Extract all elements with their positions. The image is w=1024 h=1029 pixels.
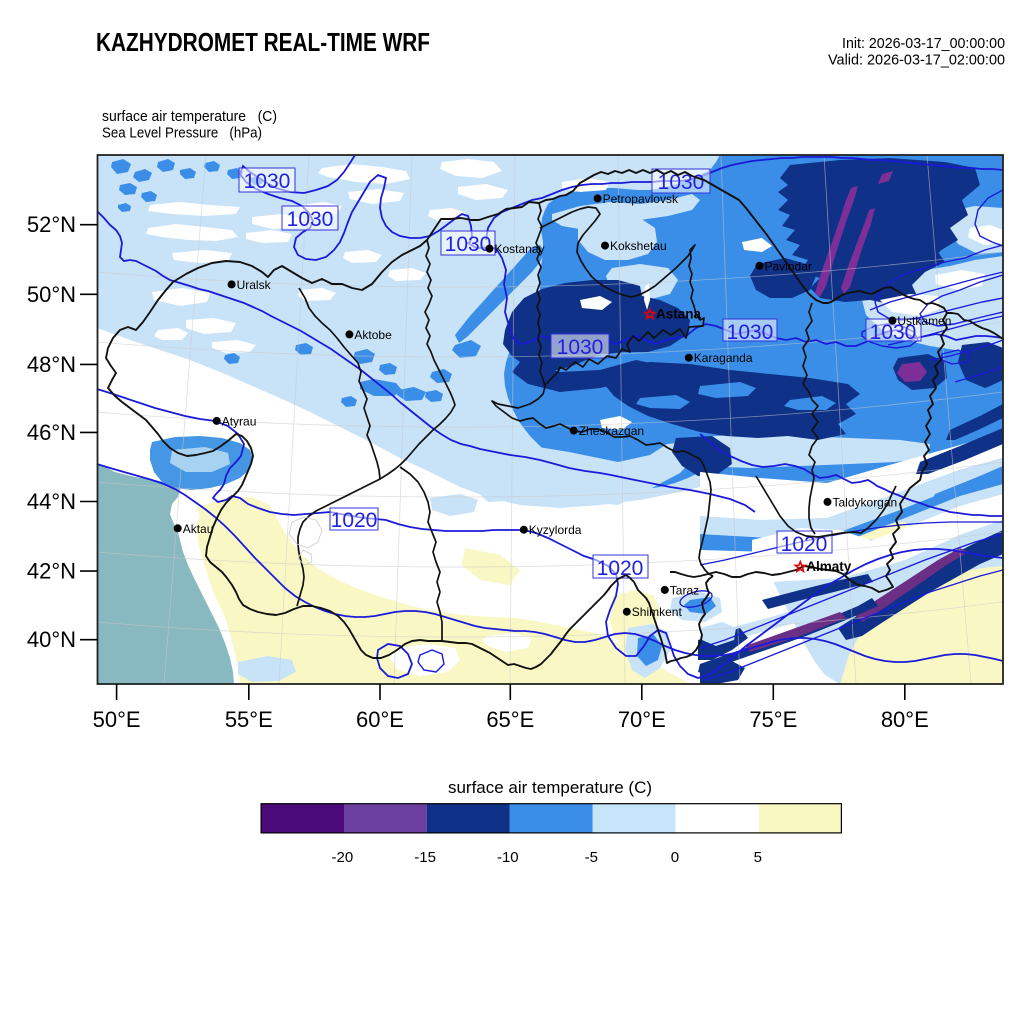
svg-text:-10: -10 [497, 849, 519, 866]
svg-text:50°N: 50°N [27, 282, 76, 307]
svg-text:surface air temperature (C): surface air temperature (C) [448, 778, 652, 797]
svg-text:1030: 1030 [287, 208, 334, 231]
svg-text:Taldykorgan: Taldykorgan [833, 495, 898, 509]
svg-text:Kostanay: Kostanay [495, 242, 545, 256]
svg-text:Aktau: Aktau [183, 522, 214, 536]
svg-text:1030: 1030 [870, 321, 917, 344]
svg-text:1030: 1030 [445, 233, 492, 256]
svg-text:Valid: 2026-03-17_02:00:00: Valid: 2026-03-17_02:00:00 [828, 52, 1005, 69]
svg-text:60°E: 60°E [356, 707, 404, 732]
svg-text:1020: 1020 [781, 533, 828, 556]
svg-text:48°N: 48°N [27, 352, 76, 377]
svg-text:1030: 1030 [557, 336, 604, 359]
svg-text:Taraz: Taraz [670, 583, 699, 597]
svg-text:50°E: 50°E [93, 707, 141, 732]
svg-text:Almaty: Almaty [806, 559, 852, 574]
svg-text:Kyzylorda: Kyzylorda [529, 523, 582, 537]
svg-text:-20: -20 [332, 849, 354, 866]
svg-text:0: 0 [671, 849, 679, 866]
svg-text:40°N: 40°N [27, 627, 76, 652]
svg-text:75°E: 75°E [749, 707, 797, 732]
svg-text:52°N: 52°N [27, 212, 76, 237]
svg-text:surface air temperature (C): surface air temperature (C) [102, 108, 277, 125]
svg-text:70°E: 70°E [618, 707, 666, 732]
svg-text:Ustkamen: Ustkamen [897, 314, 951, 328]
svg-text:Astana: Astana [656, 307, 702, 322]
svg-text:-5: -5 [585, 849, 598, 866]
svg-text:Aktobe: Aktobe [354, 328, 392, 342]
svg-text:1020: 1020 [331, 509, 378, 532]
svg-text:1030: 1030 [244, 170, 291, 193]
svg-text:80°E: 80°E [881, 707, 929, 732]
svg-text:46°N: 46°N [27, 420, 76, 445]
svg-text:Sea Level Pressure (hPa): Sea Level Pressure (hPa) [102, 125, 262, 142]
svg-text:42°N: 42°N [27, 559, 76, 584]
svg-text:Petropavlovsk: Petropavlovsk [603, 192, 679, 206]
svg-text:5: 5 [754, 849, 762, 866]
svg-text:-15: -15 [414, 849, 436, 866]
svg-text:Uralsk: Uralsk [237, 278, 272, 292]
svg-text:1020: 1020 [597, 557, 644, 580]
svg-text:Karaganda: Karaganda [694, 351, 753, 365]
svg-text:Zheskazgan: Zheskazgan [579, 424, 644, 438]
svg-text:Atyrau: Atyrau [222, 414, 257, 428]
svg-text:44°N: 44°N [27, 489, 76, 514]
svg-text:1030: 1030 [727, 321, 774, 344]
svg-text:65°E: 65°E [486, 707, 534, 732]
svg-text:Shimkent: Shimkent [632, 605, 683, 619]
svg-text:Kokshetau: Kokshetau [610, 239, 667, 253]
svg-text:KAZHYDROMET REAL-TIME WRF: KAZHYDROMET REAL-TIME WRF [96, 27, 430, 57]
svg-text:55°E: 55°E [225, 707, 273, 732]
svg-text:Init: 2026-03-17_00:00:00: Init: 2026-03-17_00:00:00 [842, 35, 1005, 52]
svg-text:Pavlodar: Pavlodar [765, 259, 812, 273]
